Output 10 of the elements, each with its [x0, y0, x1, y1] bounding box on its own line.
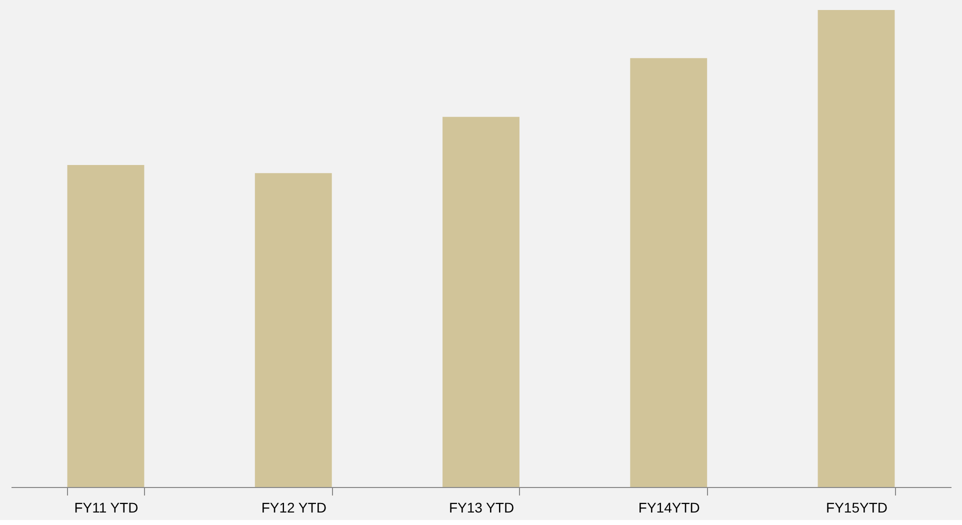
- bar: [630, 58, 708, 487]
- x-tick-label: FY13 YTD: [448, 500, 514, 516]
- x-tick-label: FY11 YTD: [74, 500, 138, 516]
- bar: [254, 173, 332, 487]
- bar: [442, 116, 520, 487]
- x-tick-label: FY14YTD: [638, 500, 700, 516]
- bar: [67, 165, 144, 487]
- bar: [818, 10, 895, 487]
- x-tick-label: FY12 YTD: [261, 500, 326, 516]
- x-tick-label: FY15YTD: [826, 500, 888, 516]
